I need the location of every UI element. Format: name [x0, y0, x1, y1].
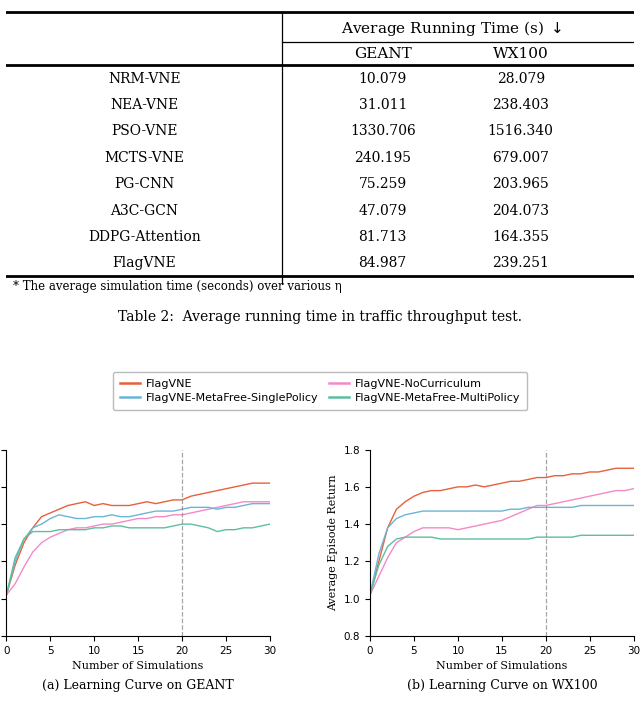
Text: A3C-GCN: A3C-GCN: [110, 203, 179, 217]
Text: WX100: WX100: [493, 47, 548, 61]
X-axis label: Number of Simulations: Number of Simulations: [436, 661, 568, 671]
Text: MCTS-VNE: MCTS-VNE: [104, 150, 184, 165]
Text: 81.713: 81.713: [358, 230, 407, 244]
Text: 1516.340: 1516.340: [488, 124, 554, 138]
Text: 84.987: 84.987: [358, 257, 407, 270]
Text: Average Running Time (s) $\downarrow$: Average Running Time (s) $\downarrow$: [341, 19, 563, 38]
Text: 47.079: 47.079: [358, 203, 407, 217]
Text: * The average simulation time (seconds) over various η: * The average simulation time (seconds) …: [13, 280, 341, 292]
Text: 31.011: 31.011: [358, 98, 407, 112]
Text: Table 2:  Average running time in traffic throughput test.: Table 2: Average running time in traffic…: [118, 310, 522, 324]
Text: PG-CNN: PG-CNN: [115, 177, 175, 191]
Text: 239.251: 239.251: [492, 257, 549, 270]
Text: 203.965: 203.965: [492, 177, 549, 191]
Text: 28.079: 28.079: [497, 72, 545, 86]
Legend: FlagVNE, FlagVNE-MetaFree-SinglePolicy, FlagVNE-NoCurriculum, FlagVNE-MetaFree-M: FlagVNE, FlagVNE-MetaFree-SinglePolicy, …: [113, 372, 527, 410]
Text: 164.355: 164.355: [492, 230, 549, 244]
Text: 75.259: 75.259: [358, 177, 407, 191]
Text: 10.079: 10.079: [358, 72, 407, 86]
Text: FlagVNE: FlagVNE: [113, 257, 176, 270]
Text: NEA-VNE: NEA-VNE: [110, 98, 179, 112]
Text: (b) Learning Curve on WX100: (b) Learning Curve on WX100: [406, 678, 597, 692]
X-axis label: Number of Simulations: Number of Simulations: [72, 661, 204, 671]
Y-axis label: Average Episode Return: Average Episode Return: [328, 475, 338, 611]
Text: NRM-VNE: NRM-VNE: [108, 72, 180, 86]
Text: GEANT: GEANT: [354, 47, 412, 61]
Text: 240.195: 240.195: [354, 150, 412, 165]
Text: (a) Learning Curve on GEANT: (a) Learning Curve on GEANT: [42, 678, 234, 692]
Text: 679.007: 679.007: [492, 150, 549, 165]
Text: 238.403: 238.403: [492, 98, 549, 112]
Text: DDPG-Attention: DDPG-Attention: [88, 230, 201, 244]
Text: PSO-VNE: PSO-VNE: [111, 124, 178, 138]
Text: 1330.706: 1330.706: [350, 124, 415, 138]
Text: 204.073: 204.073: [492, 203, 549, 217]
